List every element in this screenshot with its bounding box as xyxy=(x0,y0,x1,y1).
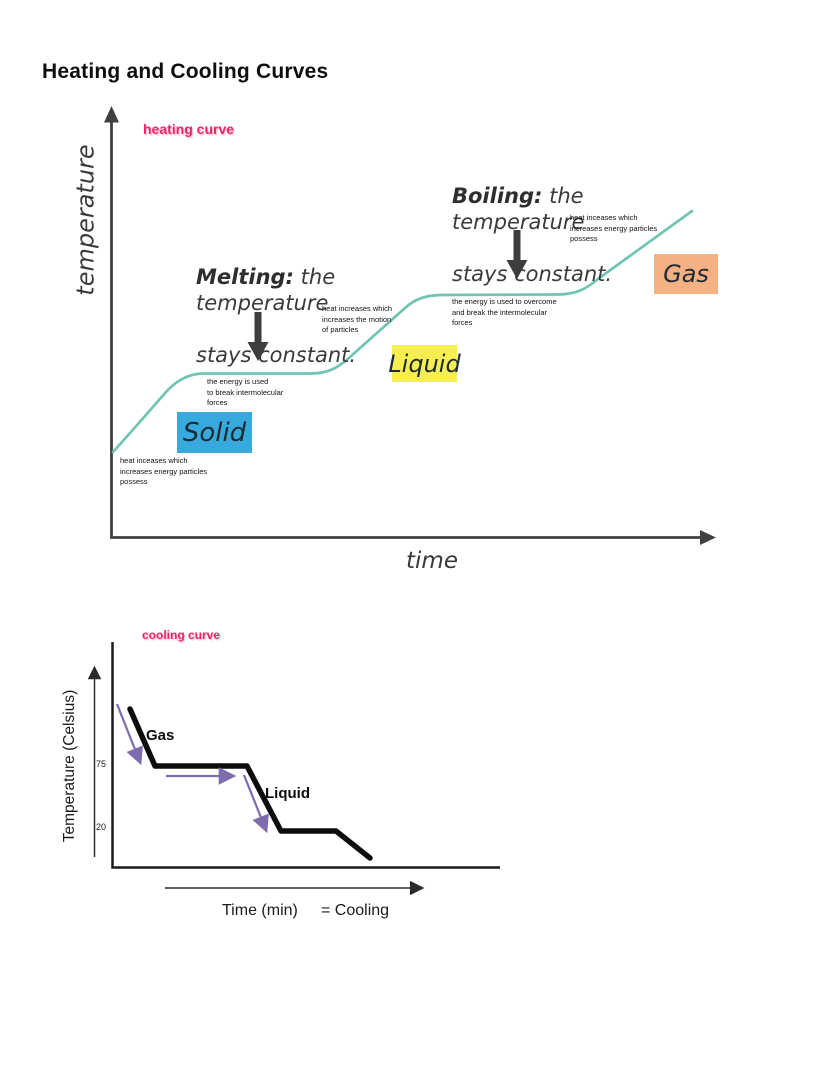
boiling-keyword: Boiling: xyxy=(452,184,543,208)
heating-axes xyxy=(110,118,705,539)
heating-note-liquid-segment: heat increases which increases the motio… xyxy=(322,304,393,334)
liquid-phase-box: Liquid xyxy=(388,345,461,382)
heating-x-axis-label: time xyxy=(406,548,458,574)
melting-line1: the temperature xyxy=(196,265,336,315)
heating-y-axis-arrowhead-icon xyxy=(104,106,119,123)
cooling-curve-label: cooling curve xyxy=(142,628,221,642)
heating-note-solid-segment: heat inceases which increases energy par… xyxy=(120,456,208,486)
cooling-gas-label: Gas xyxy=(146,727,175,744)
melting-keyword: Melting: xyxy=(196,265,294,289)
heating-note-melting-plateau: the energy is used to break intermolecul… xyxy=(207,377,284,407)
cooling-liquid-label: Liquid xyxy=(265,785,310,802)
boiling-line1: the temperature xyxy=(452,184,585,234)
gas-phase-label: Gas xyxy=(663,260,709,288)
boiling-line2: stays constant. xyxy=(452,262,613,286)
cooling-arrow-liquid-icon xyxy=(242,774,269,834)
cooling-axes xyxy=(111,642,500,869)
heating-x-axis-arrowhead-icon xyxy=(700,530,716,545)
melting-line2: stays constant. xyxy=(196,343,357,367)
page-title: Heating and Cooling Curves xyxy=(42,60,329,83)
cooling-x-axis-label: Time (min) xyxy=(222,902,298,919)
boiling-down-arrow-icon xyxy=(506,230,528,279)
heating-curve-label: heating curve xyxy=(143,121,235,137)
liquid-phase-label: Liquid xyxy=(388,349,461,378)
heating-note-gas-segment: heat inceases which increases energy par… xyxy=(570,213,658,243)
solid-phase-label: Solid xyxy=(182,417,247,448)
cooling-x-axis-suffix: = Cooling xyxy=(321,902,390,919)
solid-phase-box: Solid xyxy=(177,412,252,453)
heating-y-axis-label: temperature xyxy=(71,144,100,296)
melting-down-arrow-icon xyxy=(247,312,269,361)
heating-note-boiling-plateau: the energy is used to overcome and break… xyxy=(452,297,557,327)
melting-annotation: Melting: the temperature stays constant. xyxy=(196,238,458,368)
cooling-tick-20: 20 xyxy=(96,822,107,832)
heating-curve-line xyxy=(111,209,694,454)
cooling-arrow-gas-icon xyxy=(115,703,143,766)
gas-phase-box: Gas xyxy=(654,254,718,294)
cooling-curve-line xyxy=(127,706,373,861)
boiling-annotation: Boiling: the temperature stays constant. xyxy=(452,157,714,287)
cooling-tick-75: 75 xyxy=(96,759,107,769)
cooling-y-axis-label: Temperature (Celsius) xyxy=(61,689,78,843)
